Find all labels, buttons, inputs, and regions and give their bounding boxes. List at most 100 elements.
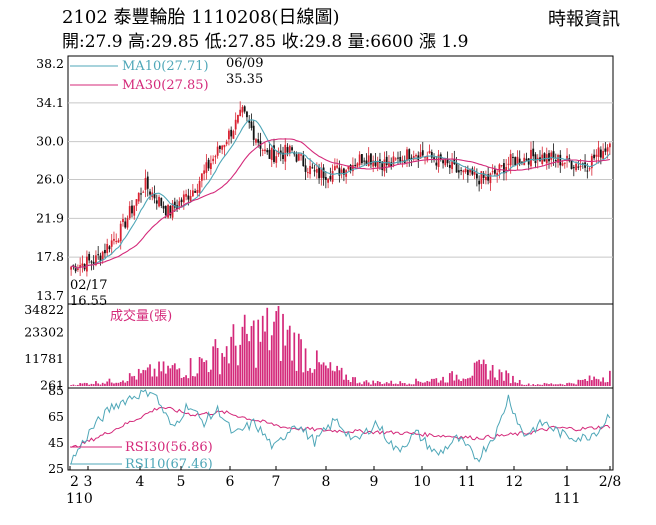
candle-body (225, 141, 228, 145)
volume-bar (478, 359, 480, 386)
volume-bar (469, 377, 471, 386)
candle-body (162, 205, 165, 209)
candle-body (173, 201, 176, 208)
candle-body (602, 150, 605, 159)
candle-body (115, 241, 118, 243)
candle-body (430, 152, 433, 158)
volume-bar (261, 315, 264, 386)
candle-body (266, 150, 269, 153)
price-tick-label: 38.2 (36, 56, 64, 71)
candle-body (282, 152, 284, 159)
candle-body (99, 255, 102, 261)
volume-bar (320, 364, 323, 386)
volume-bar (266, 307, 269, 386)
volume-bar (505, 370, 508, 386)
volume-bar (563, 384, 566, 386)
volume-bar (135, 379, 138, 386)
volume-bar (354, 377, 357, 386)
volume-bar (79, 383, 82, 386)
candle-body (503, 163, 505, 174)
candle-body (209, 163, 212, 169)
volume-bar (385, 382, 388, 386)
volume-bar (128, 373, 131, 386)
volume-bar (439, 380, 442, 386)
volume-bar (92, 384, 95, 386)
low-value-label: 16.55 (70, 294, 107, 309)
volume-tick-label: 23302 (24, 324, 64, 339)
candle-body (437, 154, 440, 167)
volume-bar (237, 365, 239, 386)
volume-bar (228, 363, 230, 386)
candle-body (128, 206, 131, 219)
candle-body (342, 168, 345, 175)
candle-body (146, 176, 149, 189)
volume-bar (473, 362, 476, 386)
volume-bar (383, 383, 386, 386)
candle-body (246, 111, 248, 118)
volume-bar (155, 376, 158, 386)
candle-body (554, 159, 557, 162)
volume-bar (250, 326, 253, 386)
volume-bar (399, 381, 402, 386)
volume-bar (216, 347, 219, 386)
volume-bar (126, 381, 129, 386)
x-tick-label: 2 (70, 474, 79, 490)
volume-bar (485, 364, 487, 386)
x-tick-label: 5 (177, 474, 186, 490)
volume-bar (570, 383, 573, 386)
volume-bar (579, 380, 582, 386)
volume-bar (467, 378, 469, 386)
candle-body (460, 170, 462, 172)
candle-body (606, 147, 609, 152)
volume-bar (191, 376, 194, 386)
candle-body (117, 240, 120, 243)
volume-bar (487, 379, 490, 386)
volume-bar (559, 383, 562, 386)
candle-body (171, 203, 174, 218)
volume-bar (381, 384, 384, 386)
candle-body (297, 153, 300, 161)
volume-bar (70, 385, 72, 386)
volume-bar (340, 367, 343, 386)
candle-body (81, 263, 84, 266)
candle-body (255, 139, 257, 143)
candle-body (566, 155, 568, 161)
volume-bar (424, 382, 426, 386)
volume-bar (390, 380, 393, 386)
candle-body (205, 162, 208, 173)
candle-body (76, 268, 79, 270)
volume-bar (187, 378, 190, 386)
candle-body (207, 159, 210, 169)
volume-bar (507, 373, 510, 386)
x-tick-label: 1 (563, 474, 572, 490)
volume-bar (525, 384, 528, 386)
candle-body (119, 223, 122, 242)
candle-body (306, 172, 309, 174)
candle-body (228, 130, 230, 140)
volume-bar (124, 382, 127, 386)
candle-body (518, 158, 521, 165)
rsi-tick-label: 45 (48, 435, 64, 450)
volume-bar (72, 384, 75, 386)
volume-bar (180, 377, 183, 386)
volume-bar (336, 365, 338, 386)
volume-bar (460, 381, 462, 386)
volume-bar (581, 379, 584, 386)
candle-body (95, 255, 97, 266)
candle-body (383, 159, 386, 172)
volume-bar (77, 384, 79, 386)
price-tick-label: 21.9 (36, 210, 64, 225)
candle-body (72, 264, 75, 266)
candle-body (275, 156, 278, 163)
candle-body (232, 130, 235, 139)
candle-body (92, 261, 95, 264)
candle-body (354, 164, 357, 166)
x-tick-label: 7 (272, 474, 281, 490)
candle-body (144, 177, 147, 190)
high-value-label: 35.35 (226, 72, 263, 87)
candle-body (320, 168, 323, 178)
candle-body (268, 149, 271, 159)
volume-bar (575, 384, 577, 386)
volume-bar (566, 383, 568, 386)
volume-bar (313, 369, 316, 386)
